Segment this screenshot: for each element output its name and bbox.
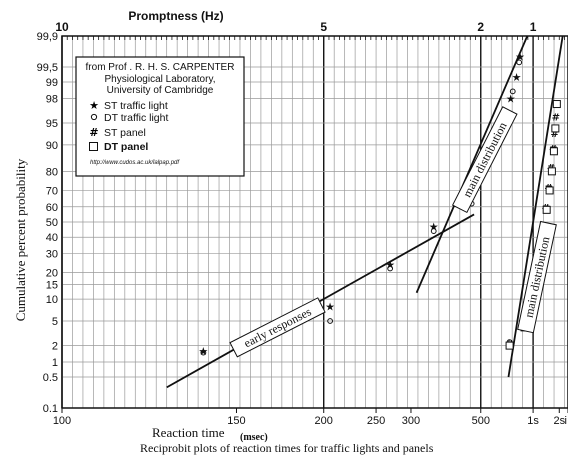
x-axis-unit: (msec) — [240, 432, 268, 443]
data-point: # — [552, 113, 560, 124]
data-point: ★ — [512, 71, 522, 84]
annotation-box — [451, 106, 518, 214]
y-tick-label: 60 — [46, 202, 58, 214]
data-point — [551, 124, 560, 133]
legend-hash-marker: # — [89, 126, 98, 139]
y-tick-label: 0.1 — [43, 403, 58, 415]
y-tick-label: 90 — [46, 140, 58, 152]
y-tick-label: 99 — [46, 77, 58, 89]
data-point — [430, 228, 437, 234]
y-tick-label: 30 — [46, 249, 58, 261]
x-tick-label: 150 — [227, 415, 245, 427]
top-tick-label: 10 — [55, 20, 69, 34]
y-tick-label: 80 — [46, 166, 58, 178]
fit-line — [415, 35, 529, 294]
data-point — [552, 100, 561, 109]
data-point — [545, 186, 554, 195]
legend-circle-marker — [90, 113, 98, 121]
x-tick-label: 250 — [367, 415, 385, 427]
gridlines — [61, 35, 568, 409]
y-tick-label: 95 — [46, 118, 58, 130]
y-tick-label: 2 — [52, 341, 58, 353]
data-point — [547, 167, 556, 176]
y-tick-label: 1 — [52, 357, 58, 369]
y-tick-label: 99,9 — [37, 31, 58, 43]
y-tick-label: 5 — [52, 316, 58, 328]
y-tick-label: 15 — [46, 279, 58, 291]
legend-box: from Prof . R. H. S. CARPENTER Physiolog… — [75, 56, 245, 177]
legend-entry-dt-panel: DT panel — [104, 141, 148, 153]
axes: 99,999,5999895908070605040302015105210.5… — [37, 20, 568, 427]
fit-line — [507, 35, 564, 378]
fit-line — [166, 213, 475, 389]
data-point — [387, 265, 394, 272]
data-point: ★ — [506, 92, 516, 105]
annotation-box — [517, 220, 557, 334]
x-tick-label: 500 — [472, 415, 490, 427]
top-axis-title: Promptness (Hz) — [128, 9, 223, 23]
y-tick-label: 70 — [46, 185, 58, 197]
x-tick-label: 200 — [315, 415, 333, 427]
y-tick-label: 10 — [46, 294, 58, 306]
data-point: ★ — [515, 51, 525, 64]
data-point: ★ — [429, 221, 439, 234]
legend-square-marker — [89, 142, 98, 151]
legend-frame — [75, 56, 245, 177]
figure-caption: Reciprobit plots of reaction times for t… — [140, 441, 434, 455]
data-point: ★ — [325, 301, 335, 314]
y-axis-title: Cumulative percent probability — [13, 158, 28, 321]
data-point — [505, 341, 514, 350]
legend-source-line-1: from Prof . R. H. S. CARPENTER — [86, 62, 235, 73]
legend-star-marker: ★ — [89, 99, 99, 112]
top-tick-label: 1 — [530, 20, 537, 34]
legend-source-line-3: University of Cambridge — [107, 85, 214, 96]
data-point — [327, 318, 334, 324]
legend-source-line-2: Physiological Laboratory, — [105, 74, 216, 85]
x-axis-title: Reaction time — [152, 425, 225, 440]
data-point: # — [550, 129, 558, 140]
legend-entry-st-panel: ST panel — [104, 127, 146, 139]
x-tick-label: 2s — [553, 415, 565, 427]
legend-url: http://www.cudos.ac.uk/lalpap.pdf — [90, 160, 180, 166]
y-tick-label: 98 — [46, 93, 58, 105]
data-point — [542, 205, 551, 214]
data-point — [200, 349, 207, 356]
legend-entry-dt-traffic-light: DT traffic light — [104, 112, 168, 124]
plot-frame — [61, 35, 568, 409]
y-tick-label: 40 — [46, 232, 58, 244]
x-tick-label: 1s — [527, 415, 539, 427]
top-tick-label: 2 — [477, 20, 484, 34]
data-point — [549, 147, 558, 156]
top-axis-minor-ticks — [61, 36, 565, 40]
y-tick-label: 99,5 — [37, 62, 58, 74]
x-tick-label: 300 — [402, 415, 420, 427]
top-tick-label: 5 — [320, 20, 327, 34]
legend-entry-st-traffic-light: ST traffic light — [104, 100, 168, 112]
data-point: ★ — [385, 259, 395, 272]
y-tick-label: 0.5 — [43, 372, 58, 384]
data-point: ★ — [198, 345, 208, 358]
annotation-box — [229, 297, 326, 358]
y-tick-label: 20 — [46, 268, 58, 280]
data-point — [516, 59, 523, 66]
fit-lines — [166, 35, 564, 389]
x-tick-label: i — [565, 415, 567, 427]
y-tick-label: 50 — [46, 217, 58, 229]
data-point — [509, 88, 516, 95]
x-tick-label: 100 — [53, 415, 71, 427]
